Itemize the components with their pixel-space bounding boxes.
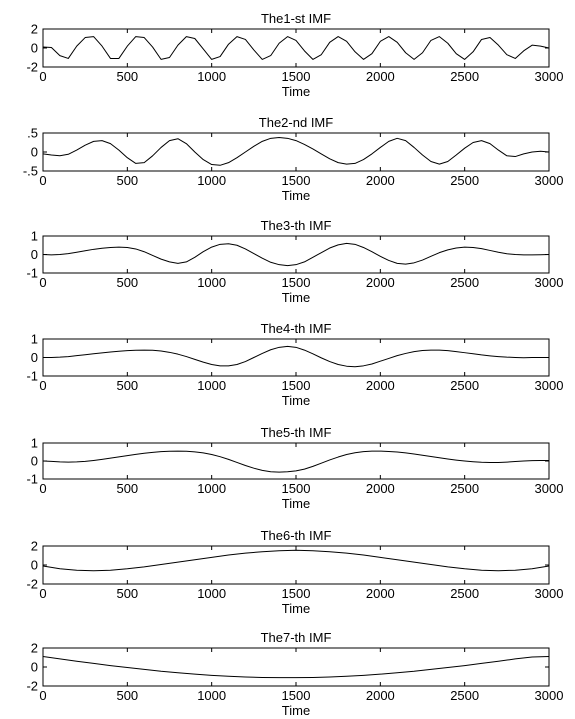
panel-2-xtick-label: 0 [39,173,46,188]
panel-3-xlabel: Time [282,290,310,305]
panel-1-xtick-label: 1000 [197,69,226,84]
panel-5-xlabel: Time [282,496,310,511]
panel-4-ytick-label: 1 [31,332,38,347]
panel-4-xtick-label: 3000 [535,378,564,393]
panel-5-xtick-label: 2000 [366,481,395,496]
panel-3-xtick-label: 500 [116,275,138,290]
panel-3-ytick-label: -1 [26,266,38,281]
panel-7-title: The7-th IMF [261,630,332,645]
panel-1-axes-box [42,28,550,68]
panel-5-xtick-label: 0 [39,481,46,496]
panel-5-xtick-label: 2500 [450,481,479,496]
panel-7-xtick-label: 0 [39,688,46,703]
panel-4-xtick-label: 1500 [282,378,311,393]
panel-6-xtick-label: 1000 [197,586,226,601]
panel-7-ytick-label: -2 [26,679,38,694]
panel-7-xtick-label: 500 [116,688,138,703]
panel-1-xlabel: Time [282,84,310,99]
panel-5-xtick-label: 1500 [282,481,311,496]
panel-6-xtick-label: 2000 [366,586,395,601]
panel-5-ytick-label: -1 [26,472,38,487]
panel-1-series-line [42,36,550,60]
panel-6-ytick-label: 2 [31,539,38,554]
panel-3-ytick-label: 1 [31,229,38,244]
panel-7-ytick-label: 0 [31,660,38,675]
panel-5-axes-box [42,442,550,480]
panel-2-series-line [42,137,550,166]
panel-4-xtick-label: 500 [116,378,138,393]
panel-1-xtick-label: 2500 [450,69,479,84]
panel-6-xtick-label: 0 [39,586,46,601]
panel-6-ytick-label: -2 [26,577,38,592]
panel-1-xtick-label: 0 [39,69,46,84]
panel-5-series-line [42,450,549,473]
panel-4-title: The4-th IMF [261,321,332,336]
panel-3-xtick-label: 1500 [282,275,311,290]
panel-4-xtick-label: 2000 [366,378,395,393]
panel-5-xtick-label: 1000 [197,481,226,496]
panel-3-series-line [42,242,550,267]
panel-6-title: The6-th IMF [261,528,332,543]
panel-1-title: The1-st IMF [261,11,331,26]
panel-2-title: The2-nd IMF [259,115,333,130]
panel-4-xtick-label: 2500 [450,378,479,393]
panel-4-series-line [43,345,549,368]
panel-3-xtick-label: 0 [39,275,46,290]
panel-5-ytick-label: 0 [31,454,38,469]
panel-2-xtick-label: 1000 [197,173,226,188]
panel-7-xtick-label: 1500 [282,688,311,703]
panel-6-axes-box [42,545,550,585]
panel-4-xlabel: Time [282,393,310,408]
panel-5-xtick-label: 3000 [535,481,564,496]
panel-1-xtick-label: 3000 [535,69,564,84]
panel-2-xlabel: Time [282,188,310,203]
panel-2-xtick-label: 500 [116,173,138,188]
panel-6-xtick-label: 3000 [535,586,564,601]
panel-2-ytick-label: .5 [27,126,38,141]
panel-2-axes-box [42,132,550,172]
panel-3-ytick-label: 0 [31,247,38,262]
panel-7-series-line [42,656,550,679]
panel-2-xtick-label: 2500 [450,173,479,188]
panel-6-ytick-label: 0 [31,558,38,573]
panel-6-xtick-label: 500 [116,586,138,601]
panel-4-xtick-label: 0 [39,378,46,393]
panel-7-xtick-label: 1000 [197,688,226,703]
panel-7-xlabel: Time [282,703,310,718]
panel-2-xtick-label: 3000 [535,173,564,188]
panel-1-xtick-label: 500 [116,69,138,84]
panel-3-xtick-label: 1000 [197,275,226,290]
panel-3-xtick-label: 2000 [366,275,395,290]
panel-6-series-line [42,549,550,572]
panel-1-ytick-label: 2 [31,22,38,37]
panel-4-ytick-label: 0 [31,350,38,365]
panel-5-xtick-label: 500 [116,481,138,496]
panel-7-xtick-label: 2000 [366,688,395,703]
panel-5-ytick-label: 1 [31,436,38,451]
panel-7-xtick-label: 3000 [535,688,564,703]
panel-4-xtick-label: 1000 [197,378,226,393]
panel-1-xtick-label: 1500 [282,69,311,84]
panel-4-axes-box [42,338,550,377]
panel-1-xtick-label: 2000 [366,69,395,84]
panel-6-xtick-label: 2500 [450,586,479,601]
panel-2-xtick-label: 1500 [282,173,311,188]
panel-2-ytick-label: 0 [31,145,38,160]
panel-1-ytick-label: 0 [31,41,38,56]
panel-7-xtick-label: 2500 [450,688,479,703]
panel-5-title: The5-th IMF [261,425,332,440]
panel-1-ytick-label: -2 [26,60,38,75]
panel-7-ytick-label: 2 [31,641,38,656]
panel-3-xtick-label: 3000 [535,275,564,290]
panel-3-xtick-label: 2500 [450,275,479,290]
panel-6-xlabel: Time [282,601,310,616]
panel-2-ytick-label: -.5 [23,164,38,179]
panel-6-xtick-label: 1500 [282,586,311,601]
panel-3-axes-box [42,235,550,274]
panel-3-title: The3-th IMF [261,218,332,233]
panel-2-xtick-label: 2000 [366,173,395,188]
panel-4-ytick-label: -1 [26,369,38,384]
